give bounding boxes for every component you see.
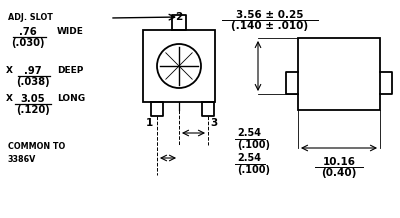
Text: (.100): (.100) — [237, 140, 270, 150]
Text: (.038): (.038) — [16, 77, 50, 87]
Text: 3: 3 — [210, 118, 218, 128]
Text: ADJ. SLOT: ADJ. SLOT — [8, 13, 53, 22]
Circle shape — [157, 44, 201, 88]
Text: LONG: LONG — [57, 94, 85, 103]
Text: 2: 2 — [175, 12, 183, 22]
Text: X: X — [6, 94, 13, 103]
Bar — [143, 30, 215, 102]
Text: (.120): (.120) — [16, 105, 50, 115]
Text: WIDE: WIDE — [57, 27, 84, 36]
Text: 10.16: 10.16 — [322, 157, 356, 167]
Text: 3.05: 3.05 — [21, 94, 45, 104]
Bar — [298, 38, 380, 110]
Text: .76: .76 — [19, 27, 37, 37]
Text: 2.54: 2.54 — [237, 153, 261, 163]
Text: 2.54: 2.54 — [237, 128, 261, 138]
Text: (.140 ± .010): (.140 ± .010) — [232, 21, 308, 31]
Text: 3.56 ± 0.25: 3.56 ± 0.25 — [236, 10, 304, 20]
Text: (.100): (.100) — [237, 165, 270, 175]
Text: DEEP: DEEP — [57, 66, 83, 75]
Text: 1: 1 — [145, 118, 153, 128]
Text: (.030): (.030) — [11, 38, 45, 48]
Text: 3386V: 3386V — [8, 155, 36, 164]
Text: X: X — [6, 66, 13, 75]
Text: .97: .97 — [24, 66, 42, 76]
Text: (0.40): (0.40) — [321, 168, 357, 178]
Text: COMMON TO: COMMON TO — [8, 142, 65, 151]
